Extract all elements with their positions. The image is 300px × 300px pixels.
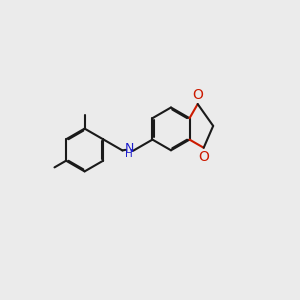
Text: H: H <box>125 149 133 159</box>
Text: O: O <box>198 150 209 164</box>
Text: N: N <box>124 142 134 155</box>
Text: O: O <box>192 88 203 102</box>
